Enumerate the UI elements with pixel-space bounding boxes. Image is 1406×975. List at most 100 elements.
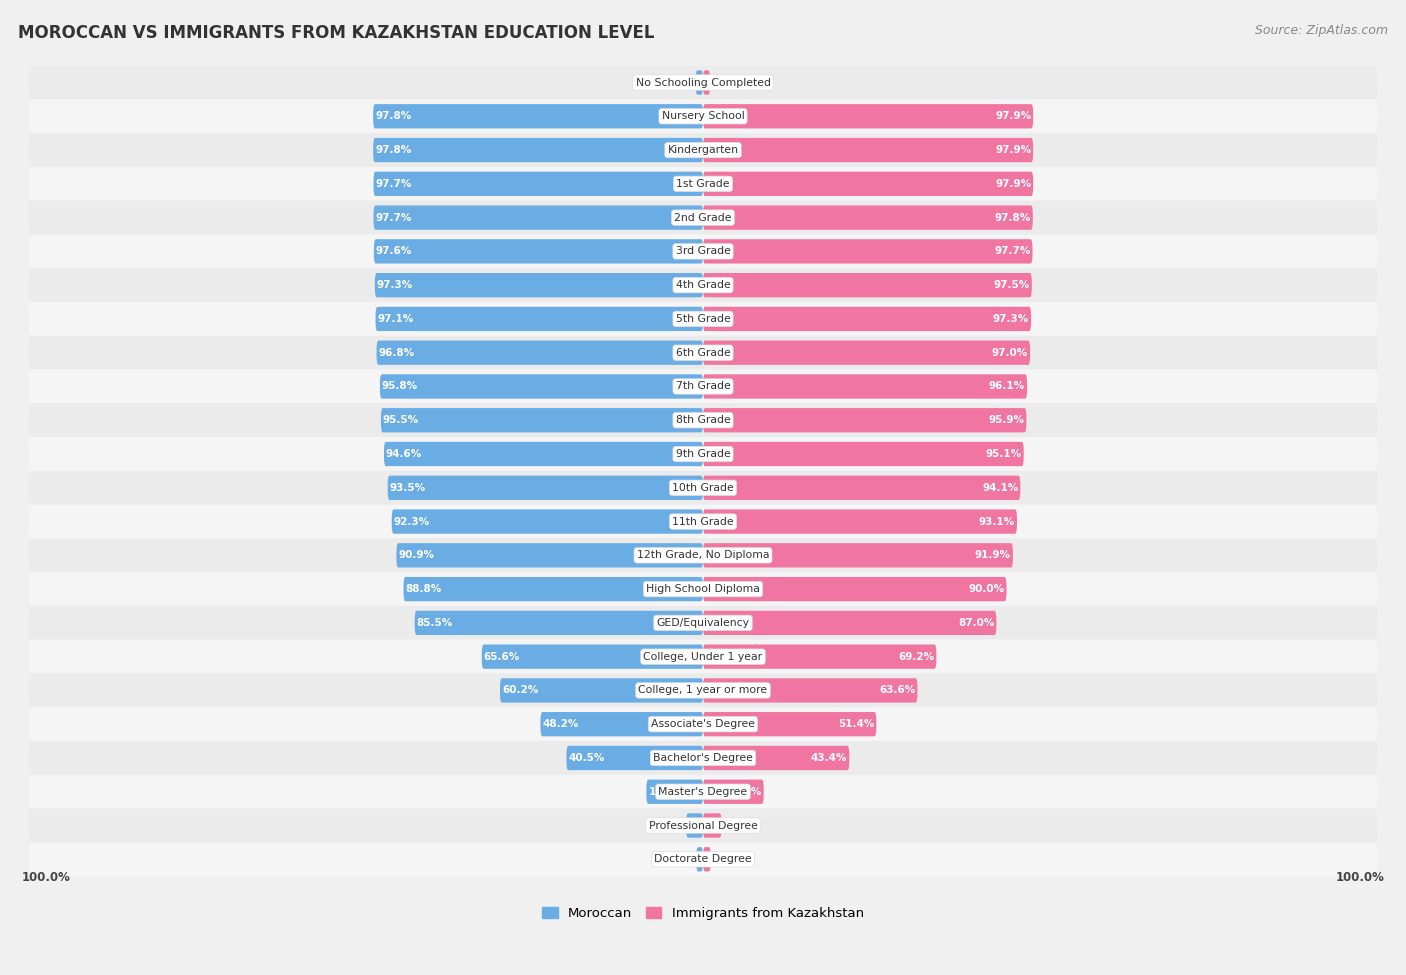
Text: 93.1%: 93.1% [979,517,1015,526]
FancyBboxPatch shape [374,239,703,263]
Text: 97.5%: 97.5% [994,280,1029,291]
Text: Source: ZipAtlas.com: Source: ZipAtlas.com [1254,24,1388,37]
Text: 6th Grade: 6th Grade [676,348,730,358]
FancyBboxPatch shape [404,577,703,602]
FancyBboxPatch shape [703,273,1032,297]
FancyBboxPatch shape [703,442,1024,466]
Text: 11th Grade: 11th Grade [672,517,734,526]
FancyBboxPatch shape [703,712,876,736]
FancyBboxPatch shape [28,134,1378,167]
Text: 88.8%: 88.8% [405,584,441,594]
Text: 100.0%: 100.0% [21,872,70,884]
FancyBboxPatch shape [396,543,703,567]
Text: 5.0%: 5.0% [654,821,683,831]
Text: No Schooling Completed: No Schooling Completed [636,78,770,88]
FancyBboxPatch shape [703,172,1033,196]
Text: 97.8%: 97.8% [375,111,412,121]
FancyBboxPatch shape [28,99,1378,134]
FancyBboxPatch shape [28,167,1378,201]
Text: 96.1%: 96.1% [988,381,1025,392]
FancyBboxPatch shape [384,442,703,466]
FancyBboxPatch shape [703,137,1033,162]
FancyBboxPatch shape [28,65,1378,99]
Text: 97.3%: 97.3% [377,280,413,291]
Text: 10th Grade: 10th Grade [672,483,734,492]
Text: 97.0%: 97.0% [991,348,1028,358]
Text: 4th Grade: 4th Grade [676,280,730,291]
Text: 1st Grade: 1st Grade [676,178,730,189]
Text: 48.2%: 48.2% [543,720,579,729]
FancyBboxPatch shape [703,104,1033,129]
FancyBboxPatch shape [703,206,1033,230]
FancyBboxPatch shape [696,70,703,95]
FancyBboxPatch shape [703,340,1031,365]
FancyBboxPatch shape [647,780,703,804]
Text: 60.2%: 60.2% [502,685,538,695]
Text: 97.7%: 97.7% [994,247,1031,256]
Text: 97.8%: 97.8% [994,213,1031,222]
Text: 95.9%: 95.9% [988,415,1025,425]
Text: 100.0%: 100.0% [1336,872,1385,884]
FancyBboxPatch shape [373,104,703,129]
Text: 2.2%: 2.2% [664,78,692,88]
Text: 97.9%: 97.9% [995,145,1031,155]
FancyBboxPatch shape [28,808,1378,842]
FancyBboxPatch shape [703,509,1017,533]
FancyBboxPatch shape [392,509,703,533]
Text: 69.2%: 69.2% [898,651,935,662]
Text: 97.9%: 97.9% [995,111,1031,121]
Text: 93.5%: 93.5% [389,483,426,492]
FancyBboxPatch shape [28,335,1378,370]
FancyBboxPatch shape [28,640,1378,674]
FancyBboxPatch shape [28,404,1378,437]
Text: 2.3%: 2.3% [714,854,744,864]
Text: 2nd Grade: 2nd Grade [675,213,731,222]
FancyBboxPatch shape [374,172,703,196]
Text: 90.0%: 90.0% [969,584,1004,594]
FancyBboxPatch shape [28,741,1378,775]
Text: 97.8%: 97.8% [375,145,412,155]
FancyBboxPatch shape [703,610,997,635]
Text: Kindergarten: Kindergarten [668,145,738,155]
FancyBboxPatch shape [686,813,703,838]
FancyBboxPatch shape [28,572,1378,606]
FancyBboxPatch shape [28,437,1378,471]
Text: 43.4%: 43.4% [811,753,848,763]
Legend: Moroccan, Immigrants from Kazakhstan: Moroccan, Immigrants from Kazakhstan [537,902,869,925]
FancyBboxPatch shape [501,679,703,703]
Text: 40.5%: 40.5% [568,753,605,763]
FancyBboxPatch shape [28,201,1378,235]
Text: Professional Degree: Professional Degree [648,821,758,831]
FancyBboxPatch shape [28,370,1378,404]
Text: Associate's Degree: Associate's Degree [651,720,755,729]
FancyBboxPatch shape [375,273,703,297]
FancyBboxPatch shape [375,307,703,332]
FancyBboxPatch shape [415,610,703,635]
FancyBboxPatch shape [28,505,1378,538]
Text: 94.6%: 94.6% [387,449,422,459]
Text: 9th Grade: 9th Grade [676,449,730,459]
FancyBboxPatch shape [703,780,763,804]
Text: 97.7%: 97.7% [375,213,412,222]
Text: 5.5%: 5.5% [725,821,754,831]
FancyBboxPatch shape [28,606,1378,640]
FancyBboxPatch shape [703,239,1032,263]
FancyBboxPatch shape [703,577,1007,602]
FancyBboxPatch shape [540,712,703,736]
Text: 18.0%: 18.0% [725,787,762,797]
Text: 97.9%: 97.9% [995,178,1031,189]
FancyBboxPatch shape [703,679,918,703]
FancyBboxPatch shape [703,70,710,95]
Text: 85.5%: 85.5% [416,618,453,628]
FancyBboxPatch shape [703,746,849,770]
FancyBboxPatch shape [703,644,936,669]
FancyBboxPatch shape [381,409,703,432]
FancyBboxPatch shape [28,842,1378,877]
FancyBboxPatch shape [28,471,1378,505]
Text: 87.0%: 87.0% [957,618,994,628]
FancyBboxPatch shape [703,543,1012,567]
Text: 65.6%: 65.6% [484,651,520,662]
Text: 63.6%: 63.6% [879,685,915,695]
FancyBboxPatch shape [28,707,1378,741]
Text: Bachelor's Degree: Bachelor's Degree [652,753,754,763]
